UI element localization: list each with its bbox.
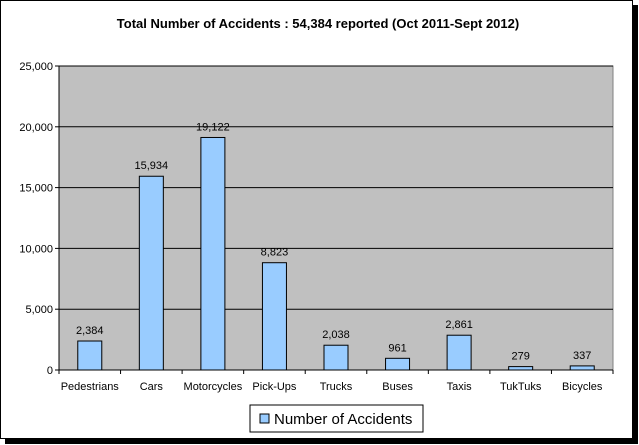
x-tick-label: Motorcycles [184, 381, 243, 393]
data-label: 8,823 [261, 247, 289, 259]
data-label: 961 [388, 342, 406, 354]
data-label: 279 [511, 351, 529, 363]
legend-swatch [259, 413, 270, 424]
data-label: 15,934 [135, 160, 169, 172]
x-tick-label: Trucks [320, 381, 353, 393]
bar [508, 366, 534, 371]
y-tick-label: 15,000 [19, 183, 53, 195]
legend: Number of Accidents [249, 404, 424, 433]
y-tick-label: 5,000 [25, 304, 53, 316]
legend-box [249, 404, 424, 433]
x-tick-label: Pedestrians [61, 381, 120, 393]
data-label: 19,122 [196, 121, 230, 133]
bar [569, 365, 595, 371]
x-tick-label: Bicycles [562, 381, 603, 393]
bar [77, 340, 103, 371]
y-tick-label: 20,000 [19, 122, 53, 134]
y-tick-label: 0 [47, 365, 53, 377]
chart-frame: Total Number of Accidents : 54,384 repor… [0, 0, 633, 439]
data-label: 2,861 [445, 319, 473, 331]
x-tick-label: Taxis [447, 381, 473, 393]
chart-canvas: Total Number of Accidents : 54,384 repor… [19, 16, 614, 433]
x-tick-label: Pick-Ups [252, 381, 297, 393]
x-tick-label: Buses [382, 381, 413, 393]
bar [323, 344, 349, 371]
bar [261, 262, 287, 371]
data-label: 2,038 [322, 329, 350, 341]
bar [446, 334, 472, 371]
y-tick-label: 25,000 [19, 61, 53, 73]
y-tick-label: 10,000 [19, 243, 53, 255]
bar [385, 357, 411, 371]
bar [138, 175, 164, 371]
data-label: 2,384 [76, 325, 104, 337]
data-label: 337 [573, 350, 591, 362]
plot-area: 0 5,000 10,000 15,000 20,000 25,000 2,384 Pedes… [19, 61, 614, 393]
x-tick-label: TukTuks [500, 381, 542, 393]
chart-title: Total Number of Accidents : 54,384 repor… [117, 16, 519, 31]
x-tick-label: Cars [140, 381, 164, 393]
legend-label: Number of Accidents [274, 411, 412, 428]
bar [200, 136, 226, 371]
